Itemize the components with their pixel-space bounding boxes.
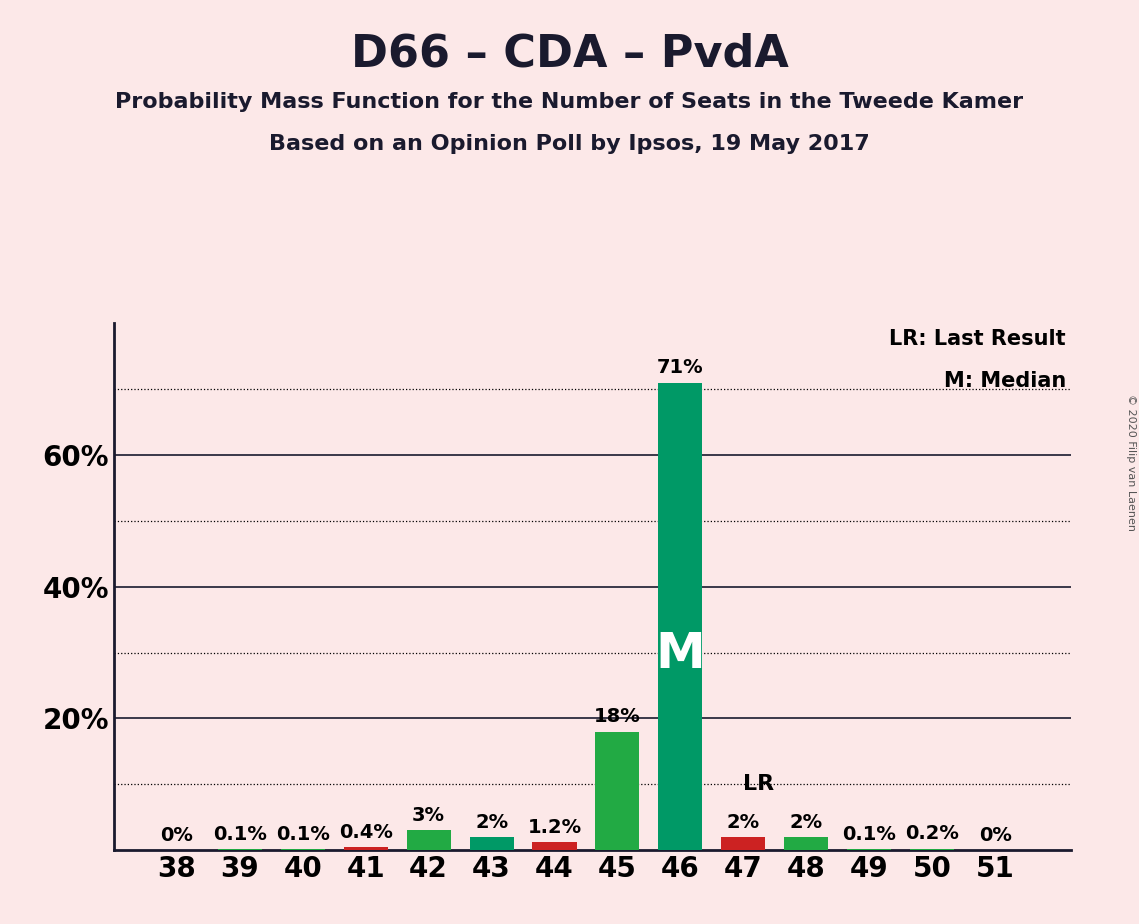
Text: 0.1%: 0.1% — [843, 825, 896, 845]
Text: 0.4%: 0.4% — [338, 823, 393, 842]
Bar — [721, 837, 765, 850]
Text: 2%: 2% — [475, 812, 508, 832]
Bar — [407, 831, 451, 850]
Text: 71%: 71% — [657, 359, 704, 377]
Text: 0.1%: 0.1% — [276, 825, 329, 845]
Text: 0%: 0% — [978, 826, 1011, 845]
Text: LR: Last Result: LR: Last Result — [890, 329, 1066, 348]
Bar — [910, 849, 954, 850]
Text: 2%: 2% — [789, 812, 822, 832]
Text: LR: LR — [744, 774, 775, 794]
Text: M: M — [656, 630, 705, 678]
Text: D66 – CDA – PvdA: D66 – CDA – PvdA — [351, 32, 788, 76]
Text: Probability Mass Function for the Number of Seats in the Tweede Kamer: Probability Mass Function for the Number… — [115, 92, 1024, 113]
Text: © 2020 Filip van Laenen: © 2020 Filip van Laenen — [1126, 394, 1136, 530]
Text: M: Median: M: Median — [943, 371, 1066, 391]
Bar — [532, 842, 576, 850]
Text: 0.2%: 0.2% — [906, 824, 959, 844]
Bar — [658, 383, 703, 850]
Bar — [469, 837, 514, 850]
Text: 0.1%: 0.1% — [213, 825, 267, 845]
Bar — [344, 847, 387, 850]
Text: 3%: 3% — [412, 806, 445, 825]
Text: 1.2%: 1.2% — [527, 818, 582, 837]
Text: 18%: 18% — [595, 707, 641, 726]
Text: 0%: 0% — [161, 826, 194, 845]
Bar — [785, 837, 828, 850]
Bar — [596, 732, 639, 850]
Text: 2%: 2% — [727, 812, 760, 832]
Text: Based on an Opinion Poll by Ipsos, 19 May 2017: Based on an Opinion Poll by Ipsos, 19 Ma… — [269, 134, 870, 154]
